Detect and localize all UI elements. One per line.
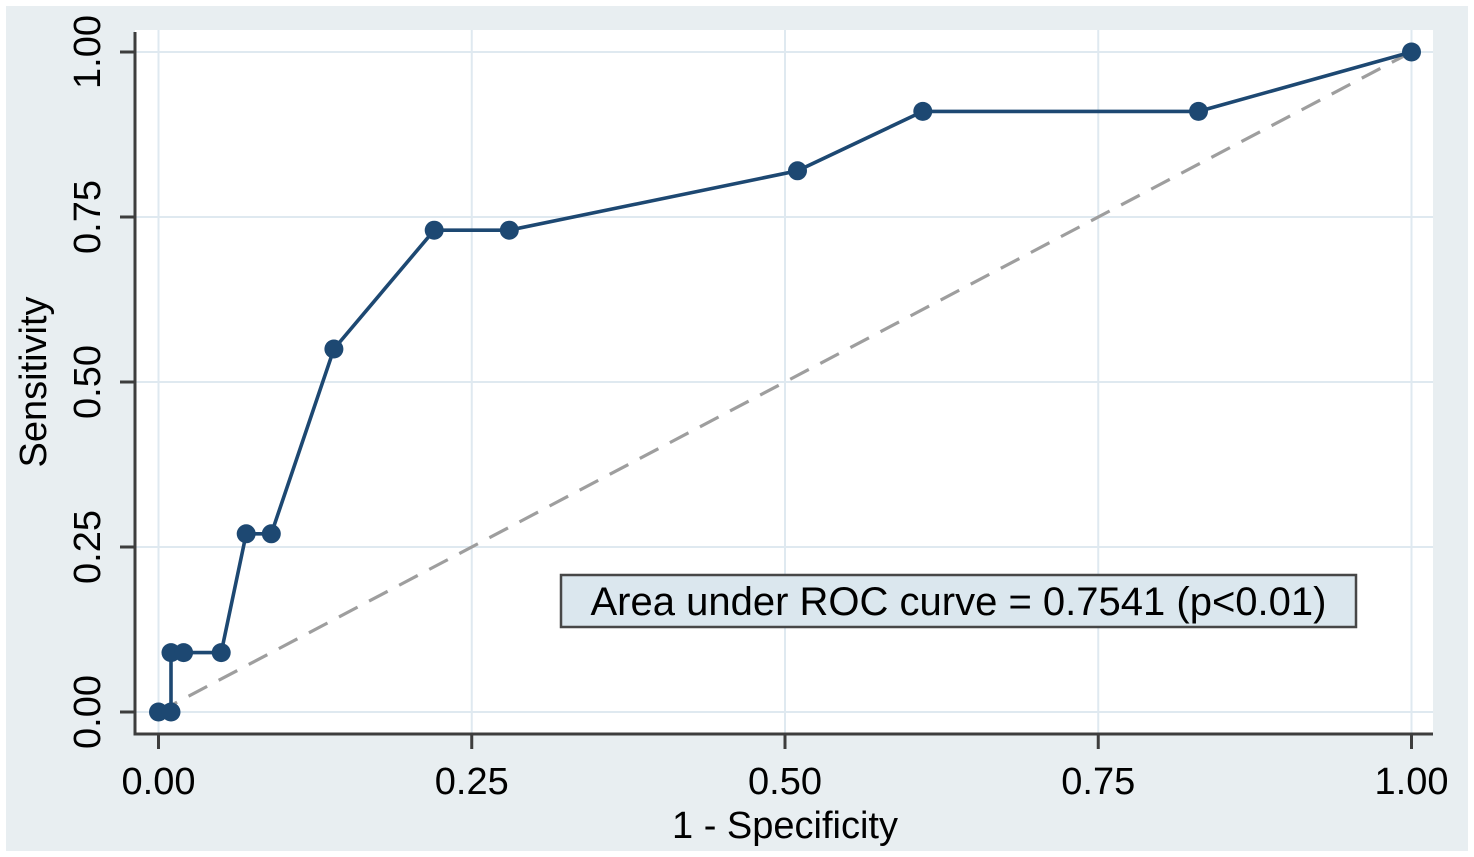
- roc-data-point: [161, 702, 181, 722]
- y-axis-title: Sensitivity: [13, 296, 55, 467]
- x-tick-label: 1.00: [1375, 761, 1449, 803]
- roc-curve-markers: [149, 42, 1421, 722]
- y-tick-label: 0.25: [67, 510, 109, 584]
- auc-annotation-text: Area under ROC curve = 0.7541 (p<0.01): [591, 580, 1327, 624]
- roc-data-point: [424, 220, 444, 240]
- y-tick-label: 0.50: [67, 345, 109, 419]
- x-tick-label: 0.25: [435, 761, 509, 803]
- roc-data-point: [1189, 101, 1208, 121]
- y-tick-label: 0.75: [67, 180, 109, 254]
- x-axis-title: 1 - Specificity: [672, 805, 898, 847]
- auc-annotation-box: [559, 573, 1358, 629]
- roc-data-point: [236, 524, 256, 544]
- y-tick-label: 0.00: [67, 675, 109, 749]
- roc-data-point: [211, 643, 231, 663]
- roc-data-point: [1402, 42, 1421, 62]
- roc-data-point: [261, 524, 281, 544]
- roc-data-point: [324, 339, 344, 359]
- roc-data-point: [913, 101, 933, 121]
- axes: [133, 32, 1433, 736]
- axis-tick-labels: 0.00 0.25 0.50 0.75 1.00 0.00 0.25 0.50 0.75 1.00: [67, 15, 1448, 803]
- x-tick-label: 0.75: [1061, 761, 1135, 803]
- x-tick-label: 0.00: [122, 761, 196, 803]
- axis-ticks: [120, 50, 1413, 749]
- roc-data-point: [499, 220, 519, 240]
- auc-annotation: Area under ROC curve = 0.7541 (p<0.01): [559, 573, 1358, 629]
- y-tick-label: 1.00: [67, 15, 109, 89]
- roc-data-point: [788, 161, 807, 181]
- x-tick-label: 0.50: [748, 761, 822, 803]
- roc-data-point: [174, 643, 194, 663]
